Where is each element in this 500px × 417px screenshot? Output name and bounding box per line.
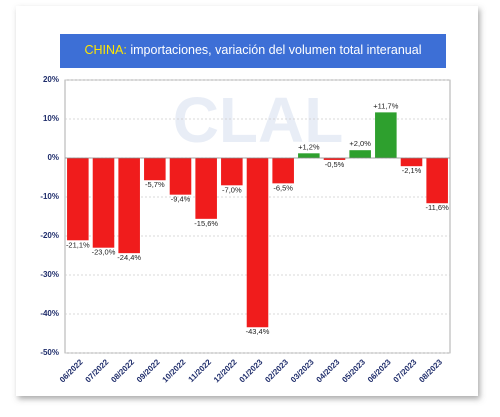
bar [118,158,140,254]
value-label: -2,1% [402,166,422,175]
y-tick-label: 10% [43,114,59,123]
value-label: -43,4% [246,327,270,336]
value-label: -7,0% [222,185,242,194]
title-text: importaciones, variación del volumen tot… [130,43,421,57]
y-tick-label: -20% [40,231,59,240]
bar [221,158,243,186]
y-tick-label: 20% [43,75,59,84]
value-label: -9,4% [171,195,191,204]
value-label: -21,1% [66,240,90,249]
value-label: +1,2% [298,142,320,151]
watermark: CLAL [173,84,344,156]
title-highlight: CHINA: [85,43,127,57]
y-tick-label: -50% [40,348,59,357]
bar [298,153,320,158]
bar [92,158,115,248]
bar [323,158,346,160]
chart-title: CHINA: importaciones, variación del volu… [85,43,422,57]
value-label: +11,7% [373,101,398,110]
bar [195,158,217,219]
value-label: -15,6% [194,219,218,228]
bar [246,158,269,328]
bar [67,158,89,241]
value-label: -6,5% [273,183,293,192]
bar [426,158,448,204]
y-tick-label: 0% [47,153,59,162]
value-label: -5,7% [145,180,165,189]
title-box [60,34,446,68]
bar [144,158,166,181]
y-tick-label: -30% [40,270,59,279]
bar [400,158,423,167]
value-label: +2,0% [349,139,371,148]
bar [272,158,294,184]
bar [375,112,397,158]
value-label: -0,5% [325,160,345,169]
bar [349,150,371,158]
y-tick-label: -10% [40,192,59,201]
value-label: -24,4% [117,253,141,262]
bar [169,158,192,195]
value-label: -11,6% [426,203,450,212]
value-label: -23,0% [92,248,116,257]
y-tick-label: -40% [40,309,59,318]
